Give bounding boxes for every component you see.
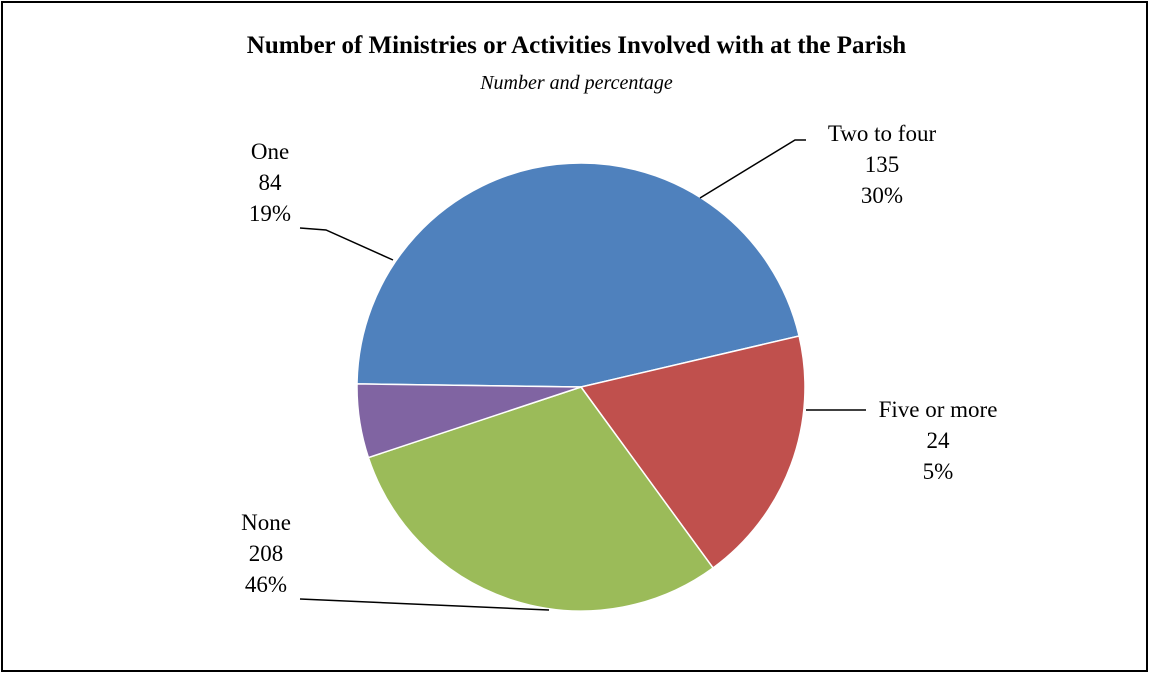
slice-label-five-or-more: Five or more [879, 397, 998, 422]
slice-label-none: None [241, 510, 291, 535]
slice-percent-none: 46% [245, 572, 287, 597]
slice-value-two-to-four: 135 [865, 152, 900, 177]
chart-subtitle: Number and percentage [480, 72, 673, 94]
slice-value-five-or-more: 24 [927, 428, 951, 453]
chart-title: Number of Ministries or Activities Invol… [246, 32, 907, 59]
slice-label-one: One [251, 139, 289, 164]
slice-labels: None 208 46% One 84 19% Two to four 135 30% Five … [241, 121, 997, 597]
slice-value-one: 84 [259, 170, 283, 195]
slice-value-none: 208 [249, 541, 284, 566]
slice-label-two-to-four: Two to four [828, 121, 937, 146]
slice-percent-five-or-more: 5% [923, 459, 954, 484]
pie-slice-one [579, 335, 806, 569]
leader-line-two-to-four [699, 139, 806, 199]
pie-slice-none [356, 162, 801, 388]
slice-percent-one: 19% [249, 201, 291, 226]
pie-slice-five-or-more [356, 383, 582, 459]
leader-line-none [299, 598, 550, 611]
pie-slices [356, 162, 806, 612]
pie-slice-two-to-four [367, 386, 715, 612]
leader-lines [299, 139, 866, 611]
leader-line-one [299, 227, 394, 261]
slice-percent-two-to-four: 30% [861, 183, 903, 208]
